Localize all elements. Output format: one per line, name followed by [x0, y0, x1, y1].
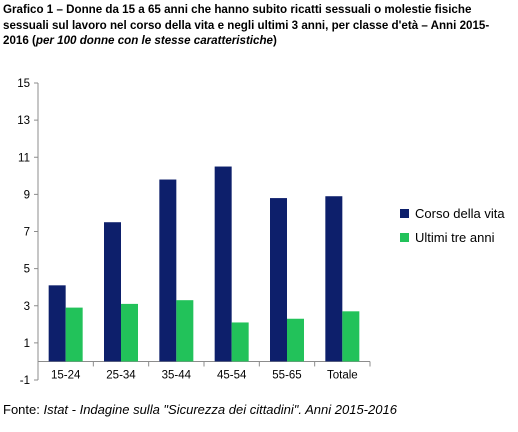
- y-tick-label: 9: [24, 189, 30, 201]
- bar-ultimi-tre-anni-totale: [342, 311, 360, 362]
- bar-corso-della-vita-45-54: [214, 166, 232, 362]
- y-tick-label: -1: [20, 375, 30, 387]
- y-tick-label: 11: [18, 152, 30, 164]
- source-label: Fonte:: [3, 402, 44, 417]
- bar-ultimi-tre-anni-15-24: [65, 307, 83, 362]
- bar-corso-della-vita-35-44: [159, 179, 177, 362]
- bar-ultimi-tre-anni-55-65: [287, 318, 304, 362]
- x-tick-label: 55-65: [272, 369, 301, 381]
- legend-swatch: [400, 209, 409, 218]
- source-note: Fonte: Istat - Indagine sulla "Sicurezza…: [3, 402, 397, 417]
- legend-label: Corso della vita: [415, 206, 505, 221]
- chart-title-lead: Grafico 1 – Donne da 15 a 65 anni che ha…: [3, 3, 490, 47]
- y-tick-label: 1: [24, 338, 30, 350]
- y-tick-label: 7: [24, 227, 30, 239]
- legend-swatch: [400, 233, 409, 242]
- x-tick-label: 35-44: [162, 369, 192, 381]
- chart-title-tail: ): [273, 34, 277, 47]
- x-tick-label: 25-34: [106, 369, 136, 381]
- y-tick-label: 3: [24, 301, 30, 313]
- bar-corso-della-vita-55-65: [270, 198, 287, 362]
- x-tick-label: 15-24: [51, 369, 81, 381]
- bar-ultimi-tre-anni-35-44: [176, 300, 194, 362]
- bar-corso-della-vita-15-24: [48, 285, 66, 362]
- bar-corso-della-vita-25-34: [104, 222, 121, 362]
- bar-ultimi-tre-anni-45-54: [231, 322, 249, 362]
- chart-title-unit: per 100 donne con le stesse caratteristi…: [35, 34, 274, 47]
- x-tick-label: Totale: [327, 369, 358, 381]
- bar-ultimi-tre-anni-25-34: [121, 303, 138, 362]
- x-tick-label: 45-54: [217, 369, 247, 381]
- legend-label: Ultimi tre anni: [415, 230, 495, 245]
- y-tick-label: 13: [17, 115, 30, 127]
- source-text: Istat - Indagine sulla "Sicurezza dei ci…: [43, 402, 397, 417]
- bar-corso-della-vita-totale: [325, 196, 343, 362]
- chart-title: Grafico 1 – Donne da 15 a 65 anni che ha…: [3, 2, 515, 49]
- y-tick-label: 5: [24, 264, 30, 276]
- y-tick-label: 15: [17, 78, 30, 90]
